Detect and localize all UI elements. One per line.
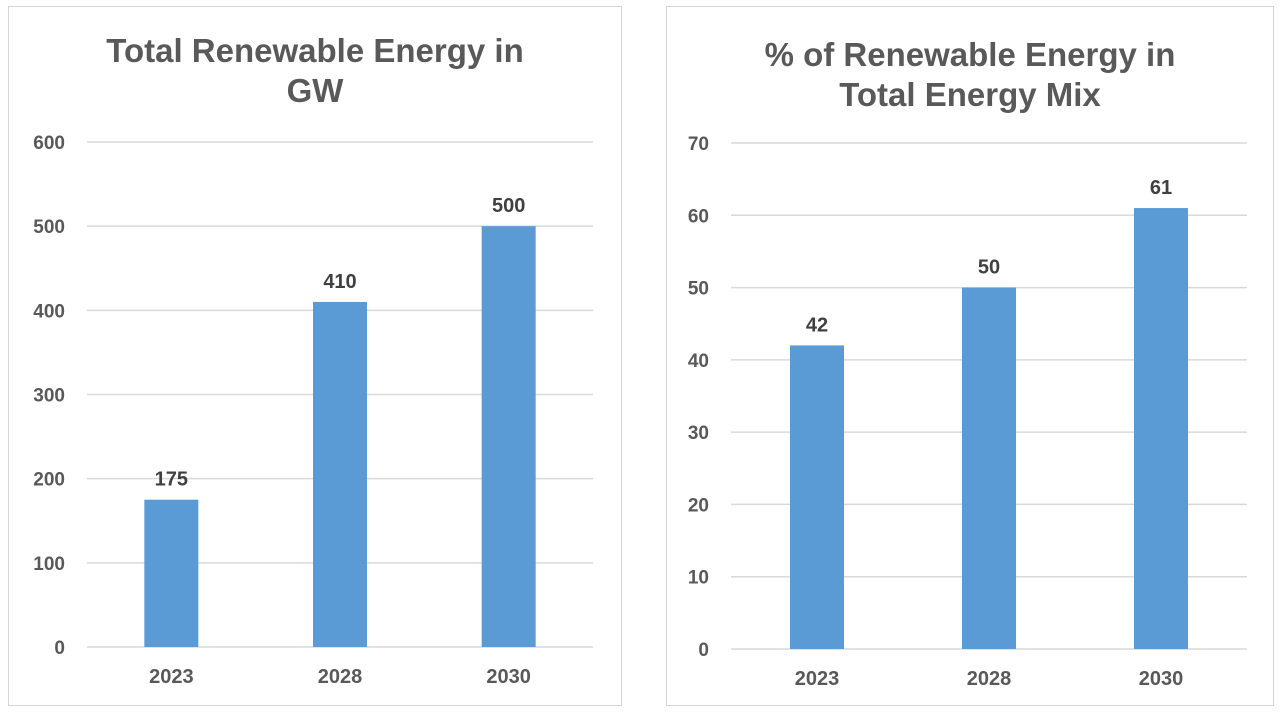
y-tick-label: 0 (54, 638, 65, 659)
bar-chart-total-gw: 0 100 200 300 400 500 600 175 2023 410 2028 500 2030 (33, 133, 593, 688)
chart-panel-renewable-share: % of Renewable Energy in Total Energy Mi… (666, 6, 1274, 706)
chart-title-line-1: Total Renewable Energy in (106, 32, 524, 69)
data-label: 50 (978, 257, 1000, 279)
y-tick-label: 400 (33, 301, 65, 322)
y-tick-label: 30 (688, 423, 709, 444)
data-label: 500 (492, 195, 525, 217)
data-label: 175 (155, 469, 188, 491)
data-label: 410 (323, 271, 356, 293)
bar (1134, 208, 1188, 650)
y-tick-label: 500 (33, 217, 65, 238)
chart-panel-total-gw: Total Renewable Energy in GW 0 100 200 300 4… (8, 6, 622, 706)
x-tick-label: 2030 (1139, 668, 1184, 690)
y-tick-label: 70 (688, 134, 709, 155)
x-tick-label: 2023 (149, 666, 194, 688)
y-tick-label: 40 (688, 351, 709, 372)
chart-title-line-1: % of Renewable Energy in (764, 36, 1176, 73)
bar (962, 287, 1016, 649)
bar (790, 345, 844, 649)
y-tick-label: 300 (33, 386, 65, 407)
y-tick-label: 600 (33, 133, 65, 154)
y-tick-label: 200 (33, 470, 65, 491)
bar (144, 499, 199, 647)
bar (481, 226, 536, 647)
y-tick-label: 100 (33, 554, 65, 575)
y-tick-label: 0 (698, 640, 709, 661)
x-tick-label: 2028 (318, 666, 363, 688)
x-tick-label: 2030 (486, 666, 531, 688)
x-tick-label: 2023 (795, 668, 840, 690)
chart-title-line-2: Total Energy Mix (839, 76, 1101, 113)
y-tick-label: 50 (688, 279, 709, 300)
y-tick-label: 60 (688, 206, 709, 227)
y-tick-label: 10 (688, 568, 709, 589)
y-tick-label: 20 (688, 495, 709, 516)
bar (313, 301, 367, 647)
data-label: 42 (806, 314, 828, 336)
data-label: 61 (1150, 177, 1172, 199)
chart-title: Total Renewable Energy in GW (9, 31, 621, 111)
x-tick-label: 2028 (967, 668, 1012, 690)
chart-title: % of Renewable Energy in Total Energy Mi… (667, 35, 1273, 115)
chart-title-line-2: GW (286, 72, 344, 109)
